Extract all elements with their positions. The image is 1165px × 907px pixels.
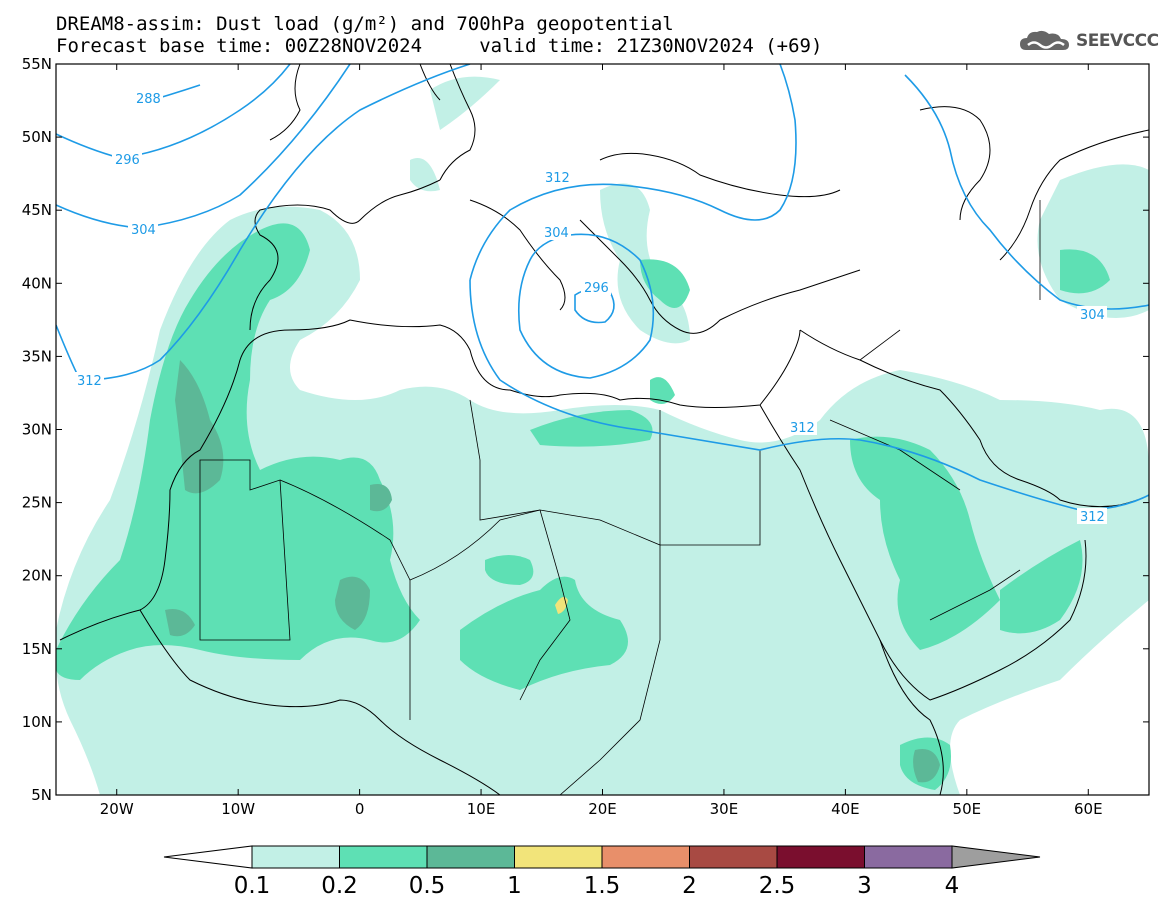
- contour-label: 312: [1080, 510, 1105, 525]
- lat-label: 15N: [22, 640, 52, 658]
- colorbar-swatch: [339, 845, 428, 869]
- lon-label: 60E: [1074, 800, 1103, 818]
- brand-logo: SEEVCCC: [1018, 28, 1159, 54]
- contour-labels: 288 296 304 312 304 296 312 304 312 312: [74, 90, 1107, 525]
- dust-field-mid: [56, 223, 1110, 790]
- lat-label: 55N: [22, 55, 52, 73]
- lon-label: 10E: [467, 800, 496, 818]
- title-line-2: Forecast base time: 00Z28NOV2024 valid t…: [56, 35, 823, 57]
- longitude-labels: 20W 10W 0 10E 20E 30E 40E 50E 60E: [100, 800, 1103, 818]
- lat-label: 25N: [22, 494, 52, 512]
- lat-label: 45N: [22, 201, 52, 219]
- colorbar-label: 2.5: [759, 873, 796, 899]
- contour-label: 312: [77, 374, 102, 389]
- colorbar-swatch: [776, 845, 865, 869]
- lat-label: 40N: [22, 274, 52, 292]
- axis-ticks: [56, 63, 1149, 796]
- contour-label: 304: [1080, 308, 1105, 323]
- contour-label: 312: [790, 421, 815, 436]
- latitude-labels: 55N 50N 45N 40N 35N 30N 25N 20N 15N 10N 5N: [22, 55, 52, 804]
- lat-label: 20N: [22, 567, 52, 585]
- lon-label: 40E: [831, 800, 860, 818]
- contour-label: 304: [131, 223, 156, 238]
- colorbar-swatch: [251, 845, 340, 869]
- lon-label: 0: [355, 800, 365, 818]
- contour-label: 296: [584, 281, 609, 296]
- contour-label: 288: [136, 92, 161, 107]
- colorbar-under-arrow: [163, 845, 253, 869]
- colorbar-label: 2: [682, 873, 697, 899]
- title-line-1: DREAM8-assim: Dust load (g/m²) and 700hP…: [56, 13, 674, 35]
- lon-label: 50E: [953, 800, 982, 818]
- brand-text: SEEVCCC: [1076, 31, 1159, 51]
- dust-field-peak: [555, 596, 568, 614]
- lat-label: 5N: [31, 786, 52, 804]
- lat-label: 10N: [22, 713, 52, 731]
- colorbar-label: 1: [507, 873, 522, 899]
- colorbar-swatch: [689, 845, 778, 869]
- lon-label: 20E: [588, 800, 617, 818]
- lat-label: 50N: [22, 128, 52, 146]
- colorbar-swatch: [426, 845, 515, 869]
- colorbar-label: 3: [857, 873, 872, 899]
- colorbar-swatch: [514, 845, 603, 869]
- lon-label: 30E: [710, 800, 739, 818]
- lon-label: 20W: [100, 800, 134, 818]
- colorbar-label: 1.5: [584, 873, 621, 899]
- lat-label: 35N: [22, 347, 52, 365]
- colorbar-label: 0.5: [409, 873, 446, 899]
- lon-label: 10W: [221, 800, 255, 818]
- contour-label: 304: [544, 226, 569, 241]
- colorbar-label: 4: [945, 873, 960, 899]
- contour-label: 312: [545, 171, 570, 186]
- colorbar-over-arrow: [951, 845, 1041, 869]
- cloud-logo-icon: [1020, 30, 1069, 50]
- coastlines: [59, 64, 1149, 795]
- colorbar-swatch: [601, 845, 690, 869]
- colorbar-swatch: [864, 845, 953, 869]
- contour-label: 296: [115, 153, 140, 168]
- colorbar: 0.1 0.2 0.5 1 1.5 2 2.5 3 4: [163, 845, 1041, 899]
- colorbar-label: 0.2: [321, 873, 358, 899]
- colorbar-label: 0.1: [234, 873, 271, 899]
- lat-label: 30N: [22, 421, 52, 439]
